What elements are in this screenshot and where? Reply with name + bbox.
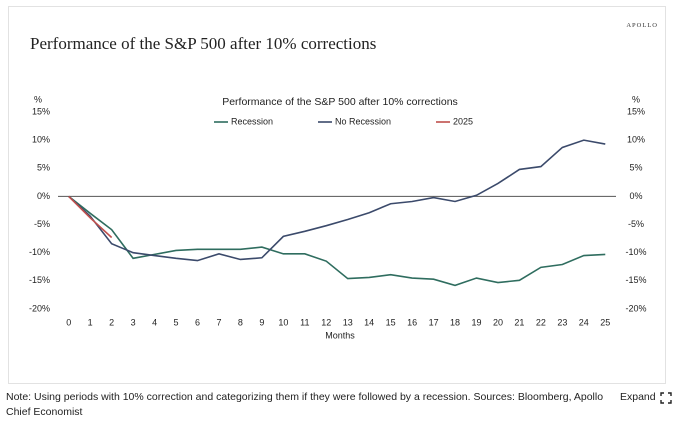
x-tick-label: 24 (579, 317, 589, 327)
x-tick-label: 11 (300, 317, 309, 327)
legend-label: Recession (231, 116, 273, 126)
series-line (68, 195, 606, 287)
y2-tick-label: 15% (627, 106, 645, 116)
y-tick-label: 10% (32, 135, 50, 145)
series-line (68, 195, 113, 239)
y2-tick-label: 10% (627, 135, 645, 145)
x-tick-label: 8 (238, 317, 243, 327)
x-tick-label: 4 (152, 317, 157, 327)
y2-tick-label: -5% (628, 219, 644, 229)
x-tick-label: 15 (386, 317, 396, 327)
expand-button[interactable]: Expand (620, 391, 656, 403)
x-tick-label: 3 (131, 317, 136, 327)
chart: Performance of the S&P 500 after 10% cor… (29, 94, 647, 340)
expand-icon[interactable] (660, 392, 672, 404)
y-tick-label: -20% (29, 303, 50, 313)
note: Note: Using periods with 10% correction … (6, 391, 604, 418)
heading: Performance of the S&P 500 after 10% cor… (30, 34, 377, 53)
y-tick-label: 0% (37, 191, 50, 201)
x-axis-label: Months (325, 330, 355, 340)
x-tick-label: 23 (557, 317, 567, 327)
x-tick-label: 16 (407, 317, 417, 327)
x-tick-label: 25 (600, 317, 610, 327)
x-tick-label: 0 (66, 317, 71, 327)
y-tick-label: -10% (29, 247, 50, 257)
y-unit-label: % (34, 94, 42, 104)
x-tick-label: 5 (174, 317, 179, 327)
y2-tick-label: -10% (625, 247, 646, 257)
x-tick-label: 12 (321, 317, 331, 327)
legend-label: No Recession (335, 116, 391, 126)
brand: APOLLO (626, 22, 658, 29)
x-tick-label: 14 (364, 317, 374, 327)
y2-tick-label: 5% (629, 163, 642, 173)
x-tick-label: 10 (278, 317, 288, 327)
x-tick-label: 19 (471, 317, 481, 327)
y-tick-label: 5% (37, 163, 50, 173)
x-tick-label: 1 (88, 317, 93, 327)
x-tick-label: 18 (450, 317, 460, 327)
y2-tick-label: -15% (625, 275, 646, 285)
x-tick-label: 7 (216, 317, 221, 327)
x-tick-label: 22 (536, 317, 546, 327)
x-tick-label: 13 (343, 317, 353, 327)
y2-unit-label: % (632, 94, 640, 104)
y-tick-label: -15% (29, 275, 50, 285)
chart-title: Performance of the S&P 500 after 10% cor… (222, 96, 458, 108)
x-tick-label: 20 (493, 317, 503, 327)
y-tick-label: -5% (34, 219, 50, 229)
y2-tick-label: -20% (625, 303, 646, 313)
x-tick-label: 17 (429, 317, 439, 327)
x-tick-label: 9 (259, 317, 264, 327)
legend-label: 2025 (453, 116, 473, 126)
y-tick-label: 15% (32, 106, 50, 116)
y2-tick-label: 0% (629, 191, 642, 201)
chart-card (8, 6, 666, 384)
series-line (68, 139, 606, 262)
x-tick-label: 2 (109, 317, 114, 327)
x-tick-label: 21 (514, 317, 524, 327)
x-tick-label: 6 (195, 317, 200, 327)
